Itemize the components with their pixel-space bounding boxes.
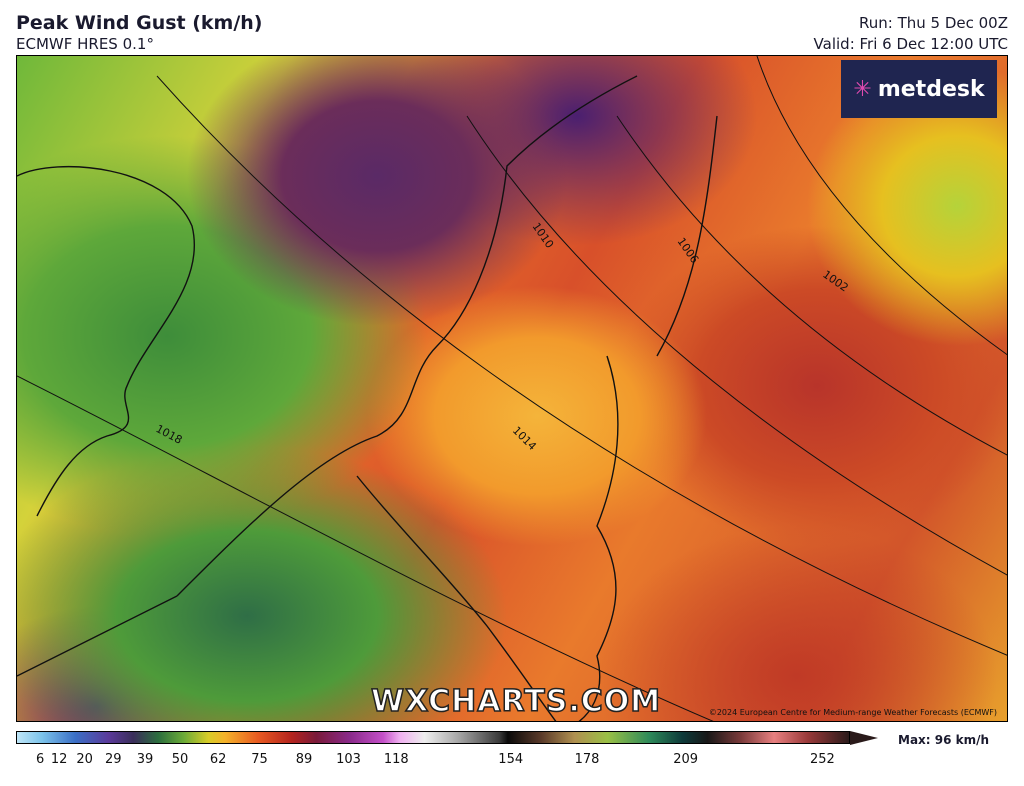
- colorbar-tick-label: 118: [383, 752, 409, 767]
- title: Peak Wind Gust (km/h): [16, 12, 263, 34]
- colorbar-arrow: [850, 731, 878, 745]
- colorbar-tick-label: 103: [336, 752, 361, 767]
- isobar: [466, 115, 1007, 576]
- colorbar-tick-label: 29: [104, 752, 122, 767]
- colorbar-tick-label: 20: [76, 752, 93, 767]
- valid-time: Valid: Fri 6 Dec 12:00 UTC: [813, 35, 1008, 53]
- isobar-label: 1014: [510, 424, 539, 453]
- logo-text: metdesk: [877, 76, 985, 102]
- colorbar-tick-label: 62: [209, 752, 227, 767]
- isobar-label: 1002: [820, 268, 850, 295]
- credit: ©2024 European Centre for Medium-range W…: [708, 708, 997, 717]
- colorbar: [16, 731, 850, 744]
- isobar-label: 1010: [530, 220, 557, 250]
- max-label: Max: 96 km/h: [898, 733, 990, 747]
- colorbar-tick-label: 12: [50, 752, 68, 767]
- isobar: [616, 115, 1007, 456]
- watermark: WXCHARTS.COM: [370, 683, 662, 720]
- map-lines: 1002 1006 1010 1014 1018: [17, 56, 1007, 721]
- colorbar-tick-label: 178: [574, 752, 600, 767]
- subtitle: ECMWF HRES 0.1°: [16, 35, 154, 53]
- logo: ✳ metdesk: [841, 60, 997, 118]
- colorbar-tick-label: 39: [136, 752, 154, 767]
- isobar: [756, 56, 1007, 356]
- map: 1002 1006 1010 1014 1018 ✳ metdesk WXCHAR…: [16, 55, 1008, 722]
- border: [356, 475, 557, 721]
- colorbar-tick-label: 252: [809, 752, 835, 767]
- colorbar-tick-label: 6: [35, 752, 45, 767]
- colorbar-tick-label: 75: [251, 752, 268, 767]
- isobar: [17, 375, 714, 721]
- colorbar-tick-label: 50: [171, 752, 189, 767]
- isobar: [156, 75, 1007, 656]
- colorbar-tick-label: 209: [673, 752, 699, 767]
- coastline: [176, 75, 638, 597]
- run-time: Run: Thu 5 Dec 00Z: [859, 14, 1008, 32]
- border: [578, 355, 619, 721]
- colorbar-tick-label: 89: [295, 752, 313, 767]
- coastline: [17, 166, 195, 517]
- isobar-label: 1018: [154, 422, 185, 447]
- coastline: [17, 595, 178, 677]
- border: [656, 115, 718, 357]
- colorbar-tick-label: 154: [498, 752, 524, 767]
